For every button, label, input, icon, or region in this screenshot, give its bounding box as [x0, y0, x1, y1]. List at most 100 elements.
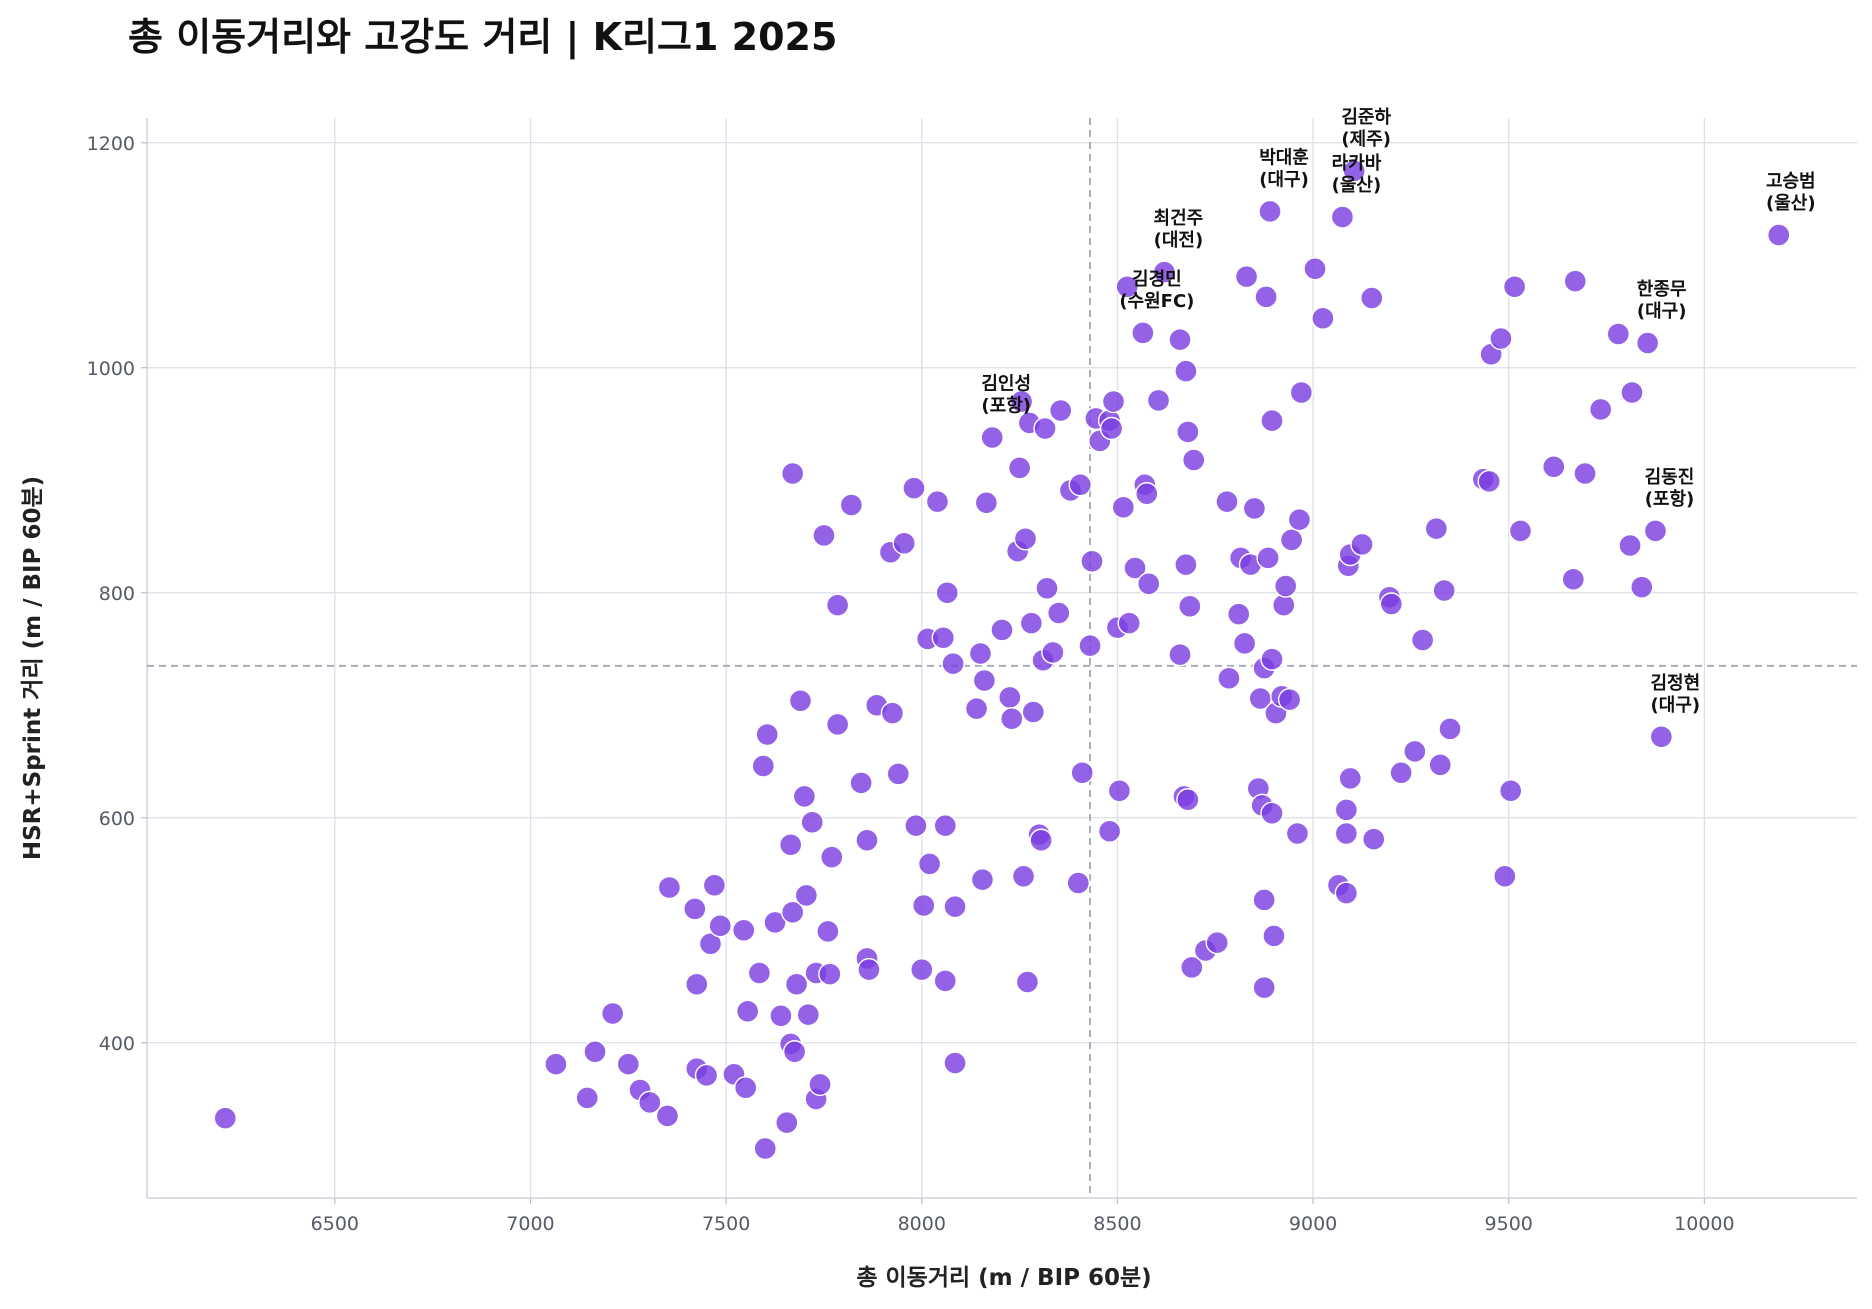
data-point	[1007, 456, 1032, 480]
data-point	[1767, 223, 1791, 247]
data-point	[213, 1106, 237, 1130]
data-point	[1285, 821, 1310, 846]
data-point	[1066, 871, 1091, 895]
data-point	[1174, 552, 1198, 577]
data-point	[1013, 527, 1038, 551]
chart-title: 총 이동거리와 고강도 거리 | K리그1 2025	[128, 15, 837, 60]
data-point	[1227, 602, 1251, 626]
data-point	[1256, 546, 1280, 570]
data-point	[655, 1104, 680, 1128]
y-tick-label: 400	[99, 1033, 135, 1055]
data-point	[763, 910, 787, 935]
data-point	[775, 1110, 799, 1135]
data-point	[972, 668, 997, 693]
data-point	[1635, 331, 1660, 355]
data-point	[1152, 260, 1177, 284]
annotation-label: 박대훈	[1259, 146, 1309, 168]
data-point	[990, 618, 1014, 642]
data-point	[1403, 739, 1427, 764]
annotation-label: 최건주	[1154, 208, 1204, 229]
annotation-label: (수원FC)	[1119, 291, 1194, 312]
grid	[147, 118, 1857, 1198]
data-point	[1334, 798, 1359, 822]
data-point	[1101, 389, 1126, 414]
annotations: 고승범(울산)김준하(제주)라카바(울산)박대훈(대구)최건주(대전)김경민(수…	[981, 107, 1815, 716]
data-point	[910, 957, 934, 982]
data-point	[600, 1001, 625, 1026]
data-point	[698, 932, 723, 956]
data-point	[1389, 761, 1413, 785]
data-point	[808, 1072, 832, 1097]
data-point	[780, 900, 805, 924]
data-point	[732, 918, 756, 942]
data-point	[1168, 327, 1192, 352]
data-point	[694, 1063, 719, 1088]
data-point	[1111, 495, 1136, 519]
data-point	[1360, 286, 1384, 310]
x-tick-label: 9000	[1289, 1213, 1337, 1235]
x-tick-label: 8000	[898, 1213, 946, 1235]
annotation-label: 한종무	[1637, 279, 1687, 300]
data-point	[1260, 801, 1284, 825]
data-point	[902, 476, 926, 500]
data-point	[1176, 788, 1200, 812]
data-point	[1070, 761, 1094, 785]
data-point	[1131, 321, 1155, 345]
data-point	[1217, 666, 1241, 690]
x-tick-label: 7000	[506, 1213, 554, 1235]
data-point	[931, 626, 956, 650]
data-point	[794, 883, 819, 908]
data-point	[796, 1002, 821, 1027]
data-point	[1262, 924, 1286, 948]
data-point	[575, 1086, 599, 1110]
data-point	[638, 1090, 662, 1115]
data-point	[1334, 821, 1359, 846]
data-point	[1649, 725, 1674, 749]
data-point	[1432, 578, 1456, 603]
data-point	[1279, 528, 1304, 552]
x-tick-label: 8500	[1093, 1213, 1141, 1235]
data-point	[1410, 628, 1435, 652]
data-point	[933, 969, 957, 993]
data-point	[1205, 930, 1229, 955]
data-point	[1168, 642, 1192, 667]
data-point	[1015, 970, 1040, 994]
data-point	[1080, 549, 1104, 573]
data-point	[839, 493, 864, 517]
data-point	[974, 491, 999, 515]
data-point	[912, 893, 936, 918]
data-point	[780, 461, 805, 486]
data-point	[1180, 955, 1204, 980]
data-point	[1489, 326, 1513, 351]
data-point	[1107, 779, 1132, 803]
data-point	[1033, 416, 1057, 441]
data-point	[980, 425, 1004, 450]
data-point	[935, 581, 959, 605]
data-point	[1273, 574, 1298, 598]
data-point	[968, 641, 993, 666]
data-point	[788, 689, 813, 713]
data-point	[1047, 601, 1071, 625]
data-point	[1021, 700, 1046, 724]
annotation-label: (제주)	[1341, 129, 1391, 150]
data-point	[1135, 482, 1159, 506]
data-point	[855, 828, 879, 852]
data-point	[1097, 819, 1122, 843]
data-point	[1438, 717, 1462, 741]
y-tick-label: 600	[99, 808, 135, 830]
data-point	[818, 962, 842, 986]
annotation-label: 라카바	[1332, 153, 1382, 174]
data-point	[1424, 516, 1449, 541]
data-point	[1561, 567, 1586, 591]
data-point	[1137, 572, 1161, 596]
data-point	[816, 919, 840, 944]
annotation-label: (울산)	[1332, 175, 1382, 196]
data-point	[784, 972, 809, 996]
data-point	[943, 894, 967, 919]
data-point	[1334, 881, 1359, 905]
data-point	[683, 897, 707, 921]
data-point	[1048, 398, 1073, 423]
data-point	[1117, 611, 1141, 635]
data-point	[1000, 707, 1024, 731]
